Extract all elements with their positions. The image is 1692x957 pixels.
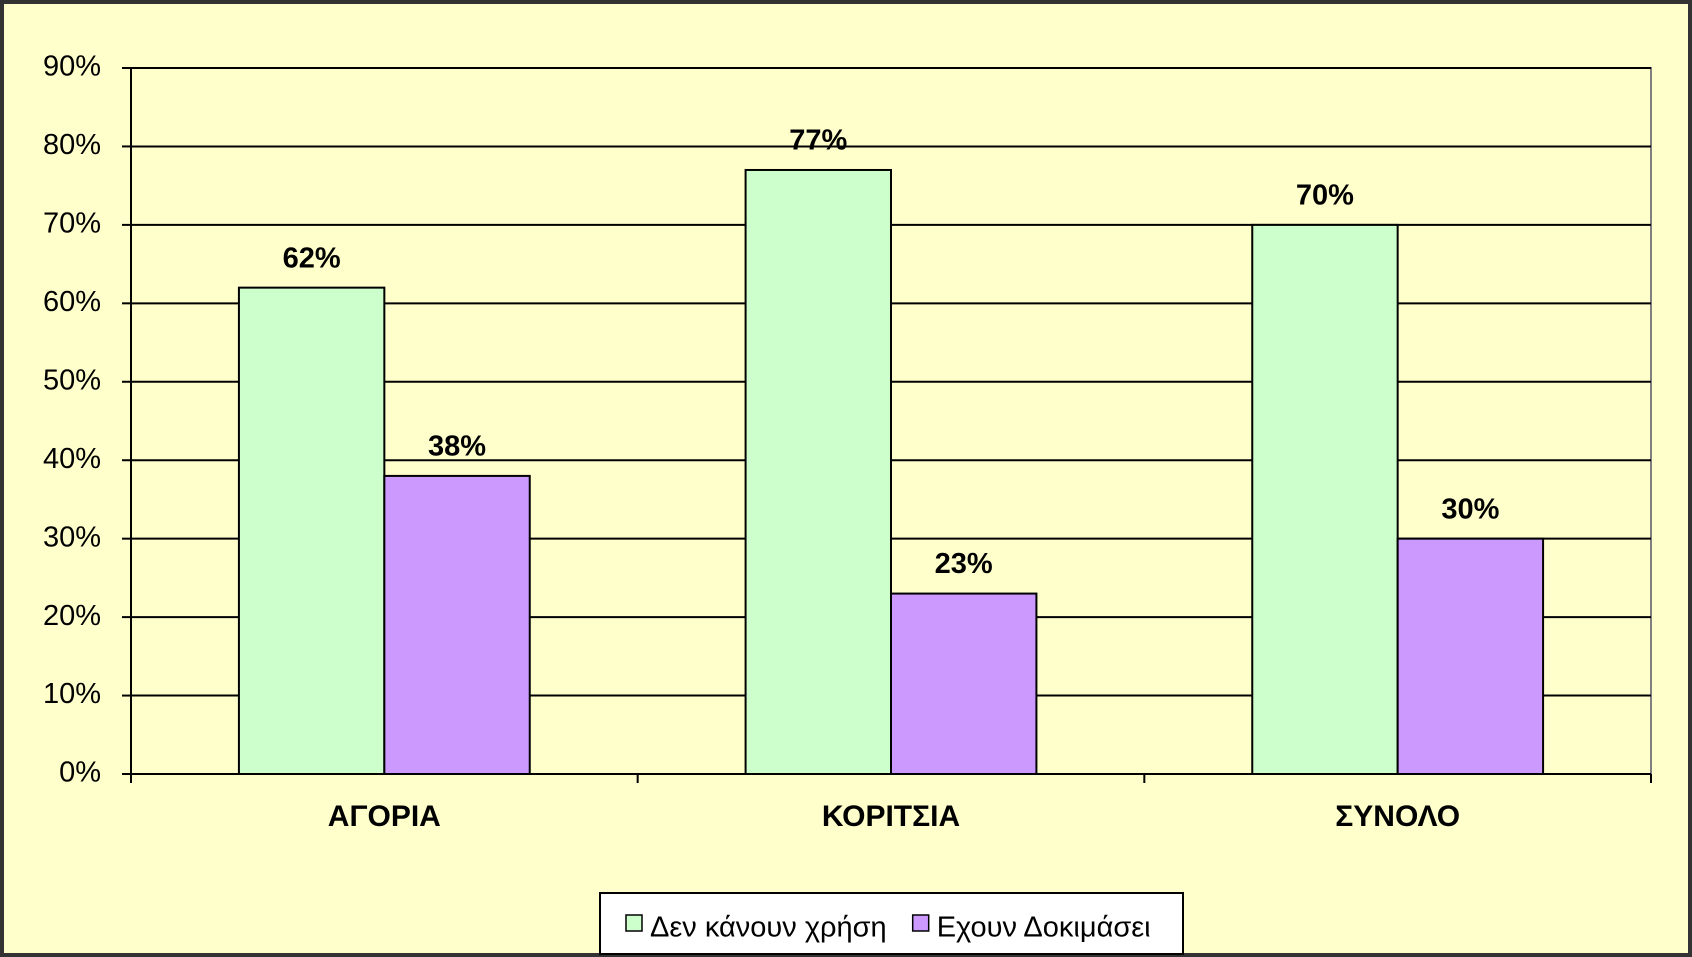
- y-tick-label: 10%: [43, 678, 101, 710]
- data-label: 62%: [283, 242, 341, 274]
- bar: [383, 474, 531, 775]
- y-tick-label: 30%: [43, 521, 101, 553]
- data-label: 30%: [1441, 493, 1499, 525]
- y-tick-label: 80%: [43, 129, 101, 161]
- legend-swatch: [625, 914, 643, 932]
- x-tick-label: ΚΟΡΙΤΣΙΑ: [822, 800, 960, 833]
- bar: [1396, 537, 1545, 776]
- data-label: 23%: [935, 548, 993, 580]
- y-tick-label: 0%: [59, 757, 101, 789]
- y-tick-label: 50%: [43, 364, 101, 396]
- y-tick-label: 70%: [43, 208, 101, 240]
- bar: [1251, 223, 1399, 775]
- bar: [744, 168, 892, 775]
- x-tick-label: ΑΓΟΡΙΑ: [328, 800, 441, 833]
- bar: [237, 286, 386, 775]
- y-tick-label: 60%: [43, 286, 101, 318]
- legend-label: Εχουν Δοκιμάσει: [937, 912, 1151, 944]
- data-label: 38%: [428, 431, 486, 463]
- legend-swatch: [911, 914, 930, 932]
- y-tick-label: 20%: [43, 600, 101, 632]
- legend: [599, 892, 1184, 955]
- y-tick-label: 40%: [43, 443, 101, 475]
- y-tick-label: 90%: [43, 51, 101, 83]
- x-tick-label: ΣΥΝΟΛΟ: [1335, 800, 1460, 833]
- data-label: 77%: [789, 125, 847, 157]
- bar: [890, 592, 1038, 775]
- data-label: 70%: [1296, 180, 1354, 212]
- legend-label: Δεν κάνουν χρήση: [650, 912, 887, 944]
